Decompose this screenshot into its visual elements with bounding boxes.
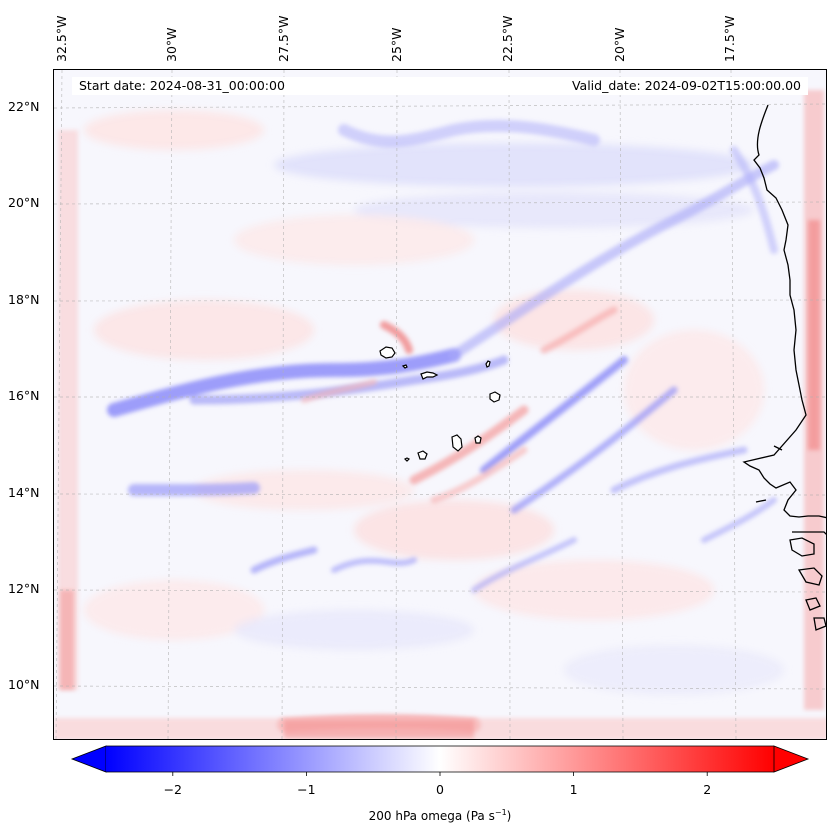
omega-field-map	[54, 70, 826, 739]
colorbar-tick-label: 0	[436, 782, 444, 797]
lat-label-16N: 16°N	[8, 388, 40, 403]
colorbar-ticks	[172, 772, 708, 776]
lon-label-30W: 30°W	[164, 27, 179, 62]
colorbar-outline	[106, 745, 774, 773]
lat-label-12N: 12°N	[8, 581, 40, 596]
colorbar-units: Pa s	[470, 809, 495, 823]
edge-left-strong	[60, 590, 74, 690]
colorbar-gradient	[106, 746, 774, 772]
lon-label-32.5W: 32.5°W	[54, 15, 69, 62]
colorbar-tick-label: −2	[163, 782, 183, 797]
island-sal	[485, 360, 491, 368]
lat-label-20N: 20°N	[8, 195, 40, 210]
edge-left-artifact	[58, 130, 78, 690]
lat-label-22N: 22°N	[8, 99, 40, 114]
edge-bottom-strong	[284, 720, 474, 738]
colorbar-label: 200 hPa omega (Pa s−1)	[368, 808, 512, 823]
lon-label-20W: 20°W	[612, 27, 627, 62]
lat-label-18N: 18°N	[8, 292, 40, 307]
island-maio	[474, 435, 482, 444]
island-santo-antao	[379, 346, 396, 359]
colorbar-field: 200 hPa omega	[368, 809, 463, 823]
map-panel[interactable]	[53, 69, 827, 740]
valid-date-label: Valid_date: 2024-09-02T15:00:00.00	[571, 78, 801, 93]
lon-label-17.5W: 17.5°W	[722, 15, 737, 62]
omega-blobs	[84, 110, 784, 695]
colorbar-left-extend	[70, 745, 107, 773]
island-fogo	[417, 450, 428, 460]
africa-coastline	[742, 104, 826, 631]
island-sao-nicolau	[420, 371, 439, 380]
edge-right-strong	[808, 220, 820, 450]
colorbar-tick-label: −1	[297, 782, 316, 797]
map-header-bar	[72, 77, 808, 95]
omega-bands	[107, 119, 779, 593]
start-date-label: Start date: 2024-08-31_00:00:00	[79, 78, 285, 93]
lon-label-22.5W: 22.5°W	[500, 15, 515, 62]
island-brava	[403, 457, 411, 462]
colorbar-tick-label: 2	[703, 782, 712, 797]
cape-verde-islands	[379, 346, 501, 462]
colorbar-right-extend	[773, 745, 810, 773]
graticule	[54, 70, 826, 739]
lat-label-14N: 14°N	[8, 485, 40, 500]
lon-label-27.5W: 27.5°W	[276, 15, 291, 62]
lat-label-10N: 10°N	[8, 677, 40, 692]
island-sao-vicente	[401, 364, 408, 369]
island-boa-vista	[489, 391, 501, 403]
island-santiago	[451, 434, 463, 452]
colorbar-tick-label: 1	[569, 782, 578, 797]
lon-label-25W: 25°W	[389, 27, 404, 62]
colorbar-units-exponent: −1	[494, 808, 507, 817]
